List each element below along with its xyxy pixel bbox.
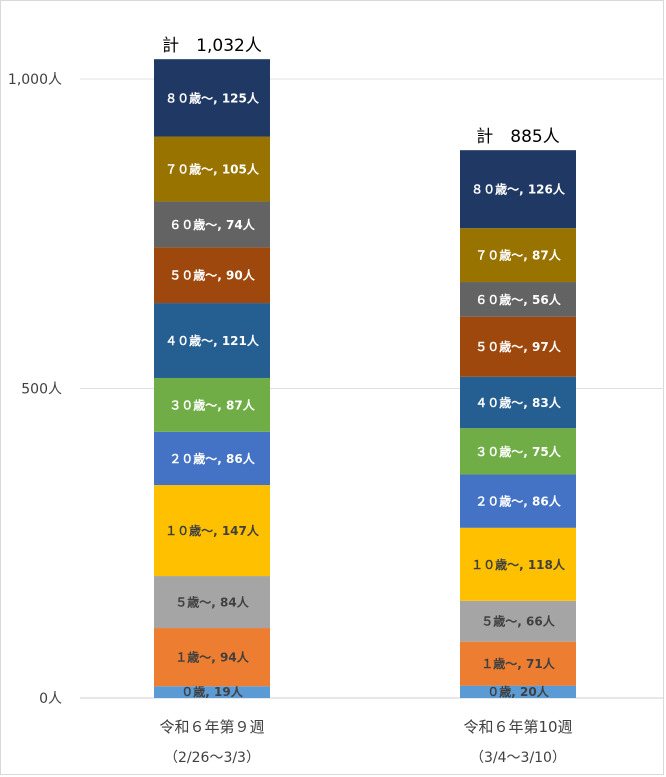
bar-segment xyxy=(154,628,270,687)
data-label: ７０歳～, 105人 xyxy=(165,162,260,177)
data-label: ４０歳～, 121人 xyxy=(165,333,260,348)
bar-segment xyxy=(460,282,576,317)
data-label: ５０歳～, 90人 xyxy=(169,268,255,283)
bar-segment xyxy=(154,247,270,304)
bar-segment xyxy=(154,303,270,378)
bar-segment xyxy=(460,150,576,229)
bar-segment xyxy=(460,428,576,475)
bar-segment xyxy=(460,527,576,601)
bar-segment xyxy=(154,686,270,698)
data-label: ６０歳～, 56人 xyxy=(475,292,561,307)
bar-segment xyxy=(154,485,270,577)
total-label: 計 885人 xyxy=(476,127,559,147)
data-label: ３０歳～, 87人 xyxy=(169,397,255,412)
bar-segment xyxy=(460,600,576,642)
category-label: 令和６年第10週 xyxy=(463,718,572,736)
data-label: ７０歳～, 87人 xyxy=(475,248,561,263)
bar-segment xyxy=(154,377,270,432)
data-label: ６０歳～, 74人 xyxy=(169,217,255,232)
bar-segment xyxy=(460,641,576,686)
bar-segment xyxy=(154,136,270,202)
data-label: ５歳～, 84人 xyxy=(175,595,249,610)
bar-segment xyxy=(154,59,270,137)
data-label: １０歳～, 118人 xyxy=(471,557,566,572)
data-label: ５歳～, 66人 xyxy=(481,614,555,629)
bar-segment xyxy=(154,431,270,486)
data-label: ５０歳～, 97人 xyxy=(475,339,561,354)
bar-segment xyxy=(154,201,270,248)
category-date-range: （2/26～3/3） xyxy=(164,750,260,766)
data-label: ０歳, 19人 xyxy=(181,684,243,699)
data-label: １０歳～, 147人 xyxy=(165,523,260,538)
bar-segment xyxy=(154,576,270,629)
category-date-range: （3/4～3/10） xyxy=(470,750,566,766)
data-label: ２０歳～, 86人 xyxy=(169,451,255,466)
data-label: １歳～, 94人 xyxy=(175,650,249,665)
data-label: ３０歳～, 75人 xyxy=(475,444,561,459)
data-label: ８０歳～, 125人 xyxy=(165,90,260,105)
data-label: ８０歳～, 126人 xyxy=(471,182,566,197)
y-tick-label: 500人 xyxy=(21,382,62,398)
total-label: 計 1,032人 xyxy=(162,36,262,56)
bar-segment xyxy=(460,316,576,377)
bar-segment xyxy=(460,685,576,698)
y-tick-label: 1,000人 xyxy=(8,72,62,88)
data-label: ４０歳～, 83人 xyxy=(475,395,561,410)
data-label: ０歳, 20人 xyxy=(487,684,549,699)
y-tick-label: 0人 xyxy=(39,691,62,707)
bar-segment xyxy=(460,376,576,429)
data-label: １歳～, 71人 xyxy=(481,656,555,671)
bar-segment xyxy=(460,474,576,528)
category-label: 令和６年第９週 xyxy=(159,718,264,736)
bar-segment xyxy=(460,228,576,283)
data-label: ２０歳～, 86人 xyxy=(475,494,561,509)
